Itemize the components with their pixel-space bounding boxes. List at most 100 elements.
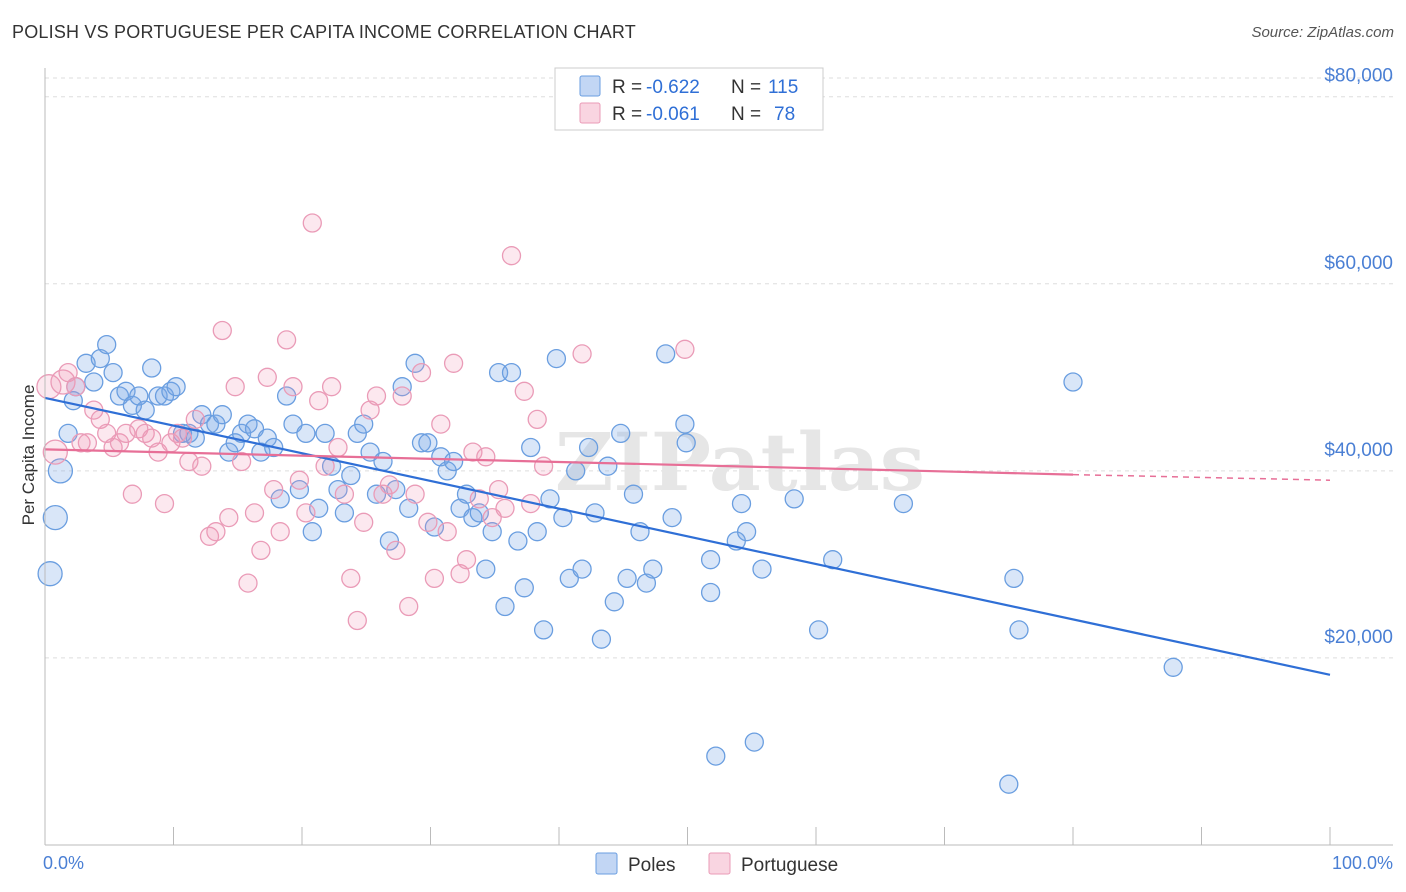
data-point-portuguese <box>443 353 464 373</box>
bottom-legend: Poles Portuguese <box>595 852 838 876</box>
chart-source: Source: ZipAtlas.com <box>1251 24 1394 41</box>
data-point-poles <box>334 503 355 523</box>
data-point-portuguese <box>360 400 380 420</box>
data-point-portuguese <box>675 339 695 359</box>
data-point-poles <box>411 433 432 453</box>
data-point-poles <box>354 414 374 434</box>
data-point-portuguese <box>309 391 329 411</box>
y-tick-label: $80,000 <box>1324 66 1393 87</box>
data-point-portuguese <box>289 470 310 490</box>
data-point-poles <box>521 437 541 458</box>
data-point-portuguese <box>328 437 348 458</box>
data-point-poles <box>1163 657 1183 677</box>
data-point-poles <box>1004 568 1024 589</box>
data-point-portuguese <box>334 484 355 504</box>
legend-n-value-poles: 115 <box>768 77 798 98</box>
data-point-portuguese <box>527 409 547 430</box>
data-point-poles <box>643 559 663 579</box>
data-point-poles <box>405 353 425 373</box>
data-point-poles <box>636 573 657 593</box>
data-point-poles <box>437 461 457 481</box>
data-point-poles <box>706 746 726 766</box>
data-point-poles <box>527 522 547 542</box>
data-point-portuguese <box>238 573 258 593</box>
data-point-poles <box>276 386 297 406</box>
data-point-portuguese <box>42 439 68 465</box>
data-point-portuguese <box>456 550 477 570</box>
trend-layer <box>44 396 1331 676</box>
data-point-portuguese <box>347 610 367 631</box>
data-point-poles <box>572 559 592 579</box>
data-point-poles <box>546 348 567 369</box>
legend-r-label: R = <box>612 77 642 98</box>
data-point-portuguese <box>302 213 322 233</box>
data-point-portuguese <box>399 596 419 617</box>
data-point-poles <box>731 493 752 514</box>
data-point-poles <box>142 358 162 378</box>
data-point-poles <box>379 531 400 551</box>
data-point-poles <box>42 504 68 531</box>
data-point-portuguese <box>469 489 489 509</box>
data-point-poles <box>37 561 63 587</box>
legend-n-label: N = <box>731 77 761 98</box>
data-point-poles <box>476 559 496 579</box>
data-point-poles <box>84 372 104 392</box>
data-point-poles <box>212 405 232 425</box>
data-point-poles <box>578 437 599 458</box>
data-point-poles <box>309 498 329 518</box>
data-point-portuguese <box>437 522 457 542</box>
data-point-portuguese <box>122 484 143 504</box>
data-point-poles <box>508 531 528 551</box>
data-point-portuguese <box>366 386 387 406</box>
data-point-poles <box>1063 372 1083 392</box>
data-point-portuguese <box>514 381 534 401</box>
data-point-poles <box>999 774 1019 794</box>
bottom-legend-label-poles: Poles <box>628 855 676 876</box>
data-point-poles <box>257 428 277 448</box>
trend-line-poles <box>44 396 1331 676</box>
data-point-portuguese <box>154 493 175 514</box>
chart-title: POLISH VS PORTUGUESE PER CAPITA INCOME C… <box>12 22 636 42</box>
y-tick-label: $40,000 <box>1324 440 1393 461</box>
data-point-portuguese <box>66 377 86 397</box>
x-tick-label-max: 100.0% <box>1332 853 1393 873</box>
data-point-poles <box>623 484 644 504</box>
data-point-poles <box>431 447 451 467</box>
grid-layer <box>45 77 1393 659</box>
data-point-poles <box>166 377 186 397</box>
data-point-poles <box>752 559 772 579</box>
data-point-portuguese <box>296 503 316 523</box>
legend-swatch-poles <box>579 75 601 97</box>
data-point-portuguese <box>276 330 297 350</box>
data-point-poles <box>47 458 74 484</box>
data-point-portuguese <box>257 367 277 387</box>
data-point-portuguese <box>212 320 232 341</box>
data-point-poles <box>744 732 764 752</box>
data-point-poles <box>366 484 387 504</box>
data-point-poles <box>784 489 804 509</box>
data-point-portuguese <box>283 377 303 397</box>
data-point-portuguese <box>533 456 554 476</box>
data-point-poles <box>604 592 624 612</box>
data-point-portuguese <box>231 451 252 472</box>
data-point-poles <box>662 507 682 528</box>
data-point-portuguese <box>418 512 438 532</box>
data-point-poles <box>700 550 721 570</box>
data-point-portuguese <box>341 568 361 589</box>
data-point-portuguese <box>219 507 239 528</box>
data-point-poles <box>443 451 464 472</box>
data-point-portuguese <box>405 484 425 504</box>
data-point-portuguese <box>386 540 406 561</box>
data-point-portuguese <box>373 484 393 504</box>
y-axis-label: Per Capita Income <box>19 385 38 526</box>
y-tick-label: $20,000 <box>1324 627 1393 648</box>
data-point-poles <box>373 451 393 472</box>
data-point-portuguese <box>77 433 98 453</box>
data-point-poles <box>341 465 361 486</box>
data-point-poles <box>97 334 117 355</box>
data-point-poles <box>1009 620 1029 640</box>
data-point-poles <box>296 423 316 444</box>
data-point-portuguese <box>572 344 592 364</box>
legend: R = -0.622 N = 115 R = -0.061 N = 78 <box>554 67 824 131</box>
points-layer <box>36 213 1183 794</box>
